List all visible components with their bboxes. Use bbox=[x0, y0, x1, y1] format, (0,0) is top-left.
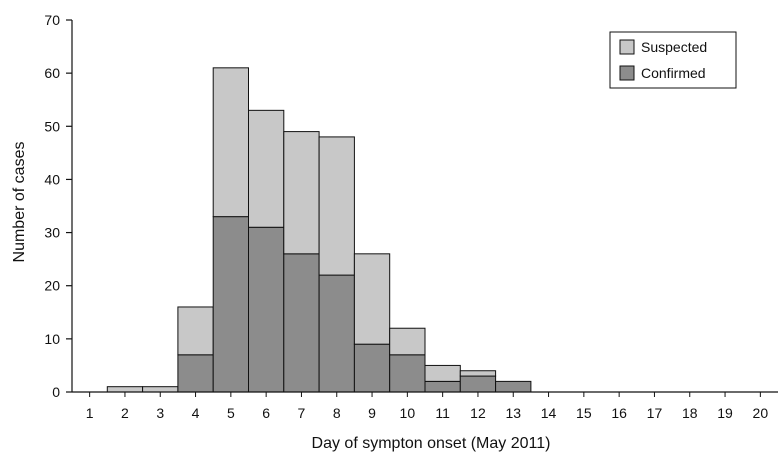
y-tick-label: 20 bbox=[44, 278, 60, 294]
bar-confirmed-day-6 bbox=[248, 226, 285, 393]
bar-confirmed-day-4 bbox=[177, 354, 214, 393]
x-tick-label: 16 bbox=[611, 405, 627, 421]
bar-confirmed-day-13 bbox=[495, 380, 532, 393]
bar-suspected-day-12 bbox=[459, 370, 497, 377]
bar-confirmed-day-9 bbox=[353, 343, 391, 393]
x-tick-label: 14 bbox=[541, 405, 557, 421]
x-tick-label: 1 bbox=[86, 405, 94, 421]
y-axis-title: Number of cases bbox=[11, 142, 28, 263]
bar-confirmed-day-8 bbox=[318, 274, 355, 393]
x-tick-label: 13 bbox=[505, 405, 521, 421]
x-ticks-group: 1 2 3 4 5 6 7 8 9 10 11 12 13 14 15 16 17 18 19 20 bbox=[86, 392, 769, 421]
bar-suspected-day-7 bbox=[283, 131, 320, 255]
x-tick-label: 7 bbox=[298, 405, 306, 421]
y-tick-label: 70 bbox=[44, 12, 60, 28]
bar-suspected-day-2 bbox=[106, 386, 144, 393]
x-tick-label: 10 bbox=[400, 405, 416, 421]
bar-confirmed-day-10 bbox=[389, 354, 426, 393]
y-tick-label: 50 bbox=[44, 118, 60, 134]
legend-label-suspected: Suspected bbox=[641, 39, 707, 55]
bar-confirmed-day-11 bbox=[424, 380, 461, 393]
y-tick-label: 30 bbox=[44, 225, 60, 241]
bar-suspected-day-6 bbox=[248, 109, 285, 228]
y-tick-label: 60 bbox=[44, 65, 60, 81]
x-tick-label: 4 bbox=[192, 405, 200, 421]
y-tick-label: 0 bbox=[52, 384, 60, 400]
y-ticks-group: 0 10 20 30 40 50 60 70 bbox=[44, 12, 72, 400]
x-tick-label: 11 bbox=[435, 405, 450, 421]
x-tick-label: 6 bbox=[262, 405, 270, 421]
bar-suspected-day-5 bbox=[212, 67, 249, 218]
bar-confirmed-day-7 bbox=[283, 253, 320, 393]
x-tick-label: 17 bbox=[647, 405, 663, 421]
x-tick-label: 8 bbox=[333, 405, 341, 421]
y-tick-label: 40 bbox=[44, 171, 60, 187]
bar-suspected-day-10 bbox=[389, 327, 426, 356]
legend-label-confirmed: Confirmed bbox=[641, 65, 706, 81]
bar-suspected-day-4 bbox=[177, 306, 214, 356]
legend: Suspected Confirmed bbox=[609, 31, 737, 89]
legend-swatch-confirmed bbox=[619, 65, 635, 81]
x-axis-title: Day of sympton onset (May 2011) bbox=[312, 435, 551, 452]
legend-swatch-suspected bbox=[619, 39, 635, 55]
bar-suspected-day-9 bbox=[353, 253, 391, 345]
x-tick-label: 5 bbox=[227, 405, 235, 421]
bar-suspected-day-3 bbox=[142, 386, 179, 393]
bar-confirmed-day-5 bbox=[212, 216, 249, 393]
bars-group bbox=[106, 67, 532, 393]
bar-suspected-day-11 bbox=[424, 364, 461, 382]
x-tick-label: 19 bbox=[717, 405, 733, 421]
x-tick-label: 9 bbox=[368, 405, 376, 421]
bar-confirmed-day-12 bbox=[459, 375, 497, 393]
x-tick-label: 18 bbox=[682, 405, 698, 421]
x-tick-label: 3 bbox=[156, 405, 164, 421]
x-tick-label: 12 bbox=[470, 405, 486, 421]
y-tick-label: 10 bbox=[44, 331, 60, 347]
bar-suspected-day-8 bbox=[318, 136, 355, 276]
x-tick-label: 15 bbox=[576, 405, 592, 421]
x-tick-label: 20 bbox=[753, 405, 769, 421]
x-tick-label: 2 bbox=[121, 405, 129, 421]
